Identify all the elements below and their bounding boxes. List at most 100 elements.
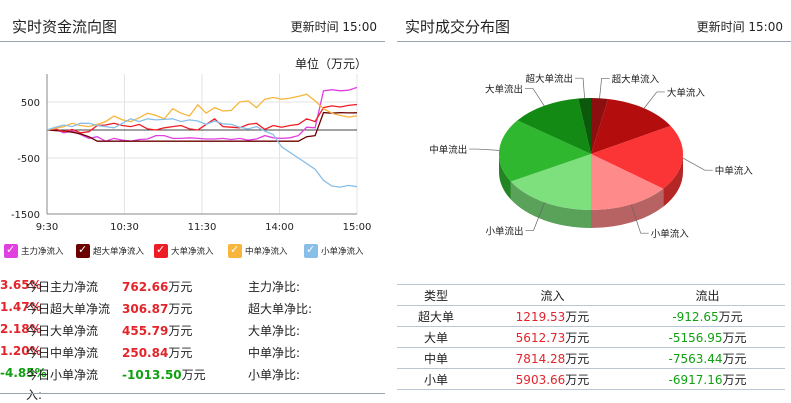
pie-label-leader xyxy=(469,148,500,151)
cell-type: 中单 xyxy=(397,347,475,369)
ratio-label: 大单净比: xyxy=(248,324,301,338)
ratio-value: 1.47% xyxy=(0,300,42,314)
col-type: 类型 xyxy=(397,284,475,306)
stat-label: 今日小单净流 xyxy=(26,368,99,382)
table-row: 大单 5612.73万元 -5156.95万元 xyxy=(397,326,785,348)
pie-slice xyxy=(578,98,591,154)
checkbox-icon[interactable] xyxy=(228,243,242,258)
distribution-table: 类型 流入 流出 超大单 1219.53万元 -912.65万元 大单 5612.73万… xyxy=(397,284,785,390)
x-tick-label: 9:30 xyxy=(36,222,58,233)
legend-item[interactable]: 中单净流入 xyxy=(228,243,288,260)
ratio-label: 小单净比: xyxy=(248,368,301,382)
legend-label: 超大单净流入 xyxy=(93,247,145,257)
stat-value: 306.87 xyxy=(122,302,169,316)
distribution-title: 实时成交分布图 xyxy=(405,18,511,36)
table-row: 中单 7814.28万元 -7563.44万元 xyxy=(397,347,785,369)
pie-slice-label: 大单流出 xyxy=(485,84,523,96)
stat-row: 今日超大单净流 306.87万元 超大单净比: 1.47% xyxy=(0,300,385,320)
pie-slice-label: 小单流入 xyxy=(651,228,690,240)
x-tick-label: 15:00 xyxy=(343,222,372,233)
out-unit: 万元 xyxy=(718,309,743,324)
out-value: -6917.16 xyxy=(668,372,723,387)
table-row: 超大单 1219.53万元 -912.65万元 xyxy=(397,305,785,327)
pie-label-leader xyxy=(599,77,610,99)
cell-type: 超大单 xyxy=(397,305,475,327)
update-label: 更新时间 xyxy=(696,20,745,34)
checkbox-icon[interactable] xyxy=(154,243,168,258)
cell-in: 5903.66万元 xyxy=(475,368,630,390)
in-unit: 万元 xyxy=(565,372,590,387)
cell-out: -7563.44万元 xyxy=(630,347,785,369)
checkbox-icon[interactable] xyxy=(304,243,318,258)
col-out: 流出 xyxy=(630,284,785,306)
ratio-label: 超大单净比: xyxy=(248,302,313,316)
checkbox-icon[interactable] xyxy=(76,243,90,258)
pie-slice xyxy=(591,98,609,154)
legend-item[interactable]: 超大单净流入 xyxy=(76,243,145,260)
stat-label: 今日大单净流 xyxy=(26,324,99,338)
out-unit: 万元 xyxy=(722,330,747,345)
pie-slice-side xyxy=(591,188,664,228)
pie-slice xyxy=(591,154,664,210)
update-time: 15:00 xyxy=(342,20,377,34)
stat-label-wrap: 入: xyxy=(26,388,43,402)
pie-label-leader xyxy=(643,91,665,109)
stat-value-group: 455.79万元 xyxy=(122,322,192,339)
cell-out: -5156.95万元 xyxy=(630,326,785,348)
pie-slice xyxy=(510,154,591,210)
in-value: 7814.28 xyxy=(515,351,566,366)
table-header-row: 类型 流入 流出 xyxy=(397,284,785,306)
pie-slice-label: 大单流入 xyxy=(667,87,706,99)
y-tick-label: -500 xyxy=(17,154,40,165)
checkbox-icon[interactable] xyxy=(4,243,18,258)
pie-slice-label: 中单流入 xyxy=(715,165,754,177)
pie-slice xyxy=(499,120,591,182)
distribution-update-time: 更新时间 15:00 xyxy=(697,18,783,35)
stat-row: 今日小单净流 -1013.50万元 小单净比: -4.85% xyxy=(0,366,385,386)
stat-unit: 万元 xyxy=(168,302,193,316)
stat-value: -1013.50 xyxy=(122,368,182,382)
stat-label: 今日超大单净流 xyxy=(26,302,111,316)
in-value: 5903.66 xyxy=(515,372,566,387)
fund-flow-update-time: 更新时间 15:00 xyxy=(291,18,377,35)
pie-slice-side xyxy=(499,154,511,200)
ratio-label: 中单净比: xyxy=(248,346,301,360)
stat-label: 今日中单净流 xyxy=(26,346,99,360)
y-tick-label: -1500 xyxy=(11,210,40,221)
legend-label: 大单净流入 xyxy=(171,247,214,257)
table-row: 小单 5903.66万元 -6917.16 万元 xyxy=(397,368,785,390)
stat-unit: 万元 xyxy=(168,324,193,338)
unit-label: 单位（万元） xyxy=(294,57,367,71)
in-unit: 万元 xyxy=(565,330,590,345)
legend-item[interactable]: 大单净流入 xyxy=(154,243,214,260)
fund-flow-title: 实时资金流向图 xyxy=(12,18,118,36)
out-value: -7563.44 xyxy=(668,351,723,366)
in-value: 5612.73 xyxy=(515,330,566,345)
stat-label: 今日主力净流 xyxy=(26,280,99,294)
y-tick-label: 500 xyxy=(21,98,40,109)
x-tick-label: 10:30 xyxy=(110,222,139,233)
stat-value-group: 762.66万元 xyxy=(122,278,192,295)
series-line xyxy=(46,86,358,142)
update-time: 15:00 xyxy=(748,20,783,34)
x-tick-label: 11:30 xyxy=(188,222,217,233)
legend-item[interactable]: 小单净流入 xyxy=(304,243,364,260)
pie-slice xyxy=(517,98,591,154)
ratio-value: -4.85% xyxy=(0,366,47,380)
pie-slice-label: 小单流出 xyxy=(485,225,523,237)
cell-type: 小单 xyxy=(397,368,475,390)
cell-in: 7814.28万元 xyxy=(475,347,630,369)
series-line xyxy=(46,93,358,131)
fund-flow-legend: 主力净流入 超大单净流入 大单净流入 中单净流入 小单净流入 xyxy=(4,243,384,260)
stat-value: 762.66 xyxy=(122,280,169,294)
stat-value-group: 250.84万元 xyxy=(122,344,192,361)
stat-value: 455.79 xyxy=(122,324,169,338)
col-in: 流入 xyxy=(475,284,630,306)
stat-row: 今日大单净流 455.79万元 大单净比: 2.18% xyxy=(0,322,385,342)
cell-in: 1219.53万元 xyxy=(475,305,630,327)
legend-item[interactable]: 主力净流入 xyxy=(4,243,64,260)
cell-in: 5612.73万元 xyxy=(475,326,630,348)
pie-slice-side xyxy=(510,181,591,228)
stat-unit: 万元 xyxy=(181,368,206,382)
divider xyxy=(0,393,385,394)
